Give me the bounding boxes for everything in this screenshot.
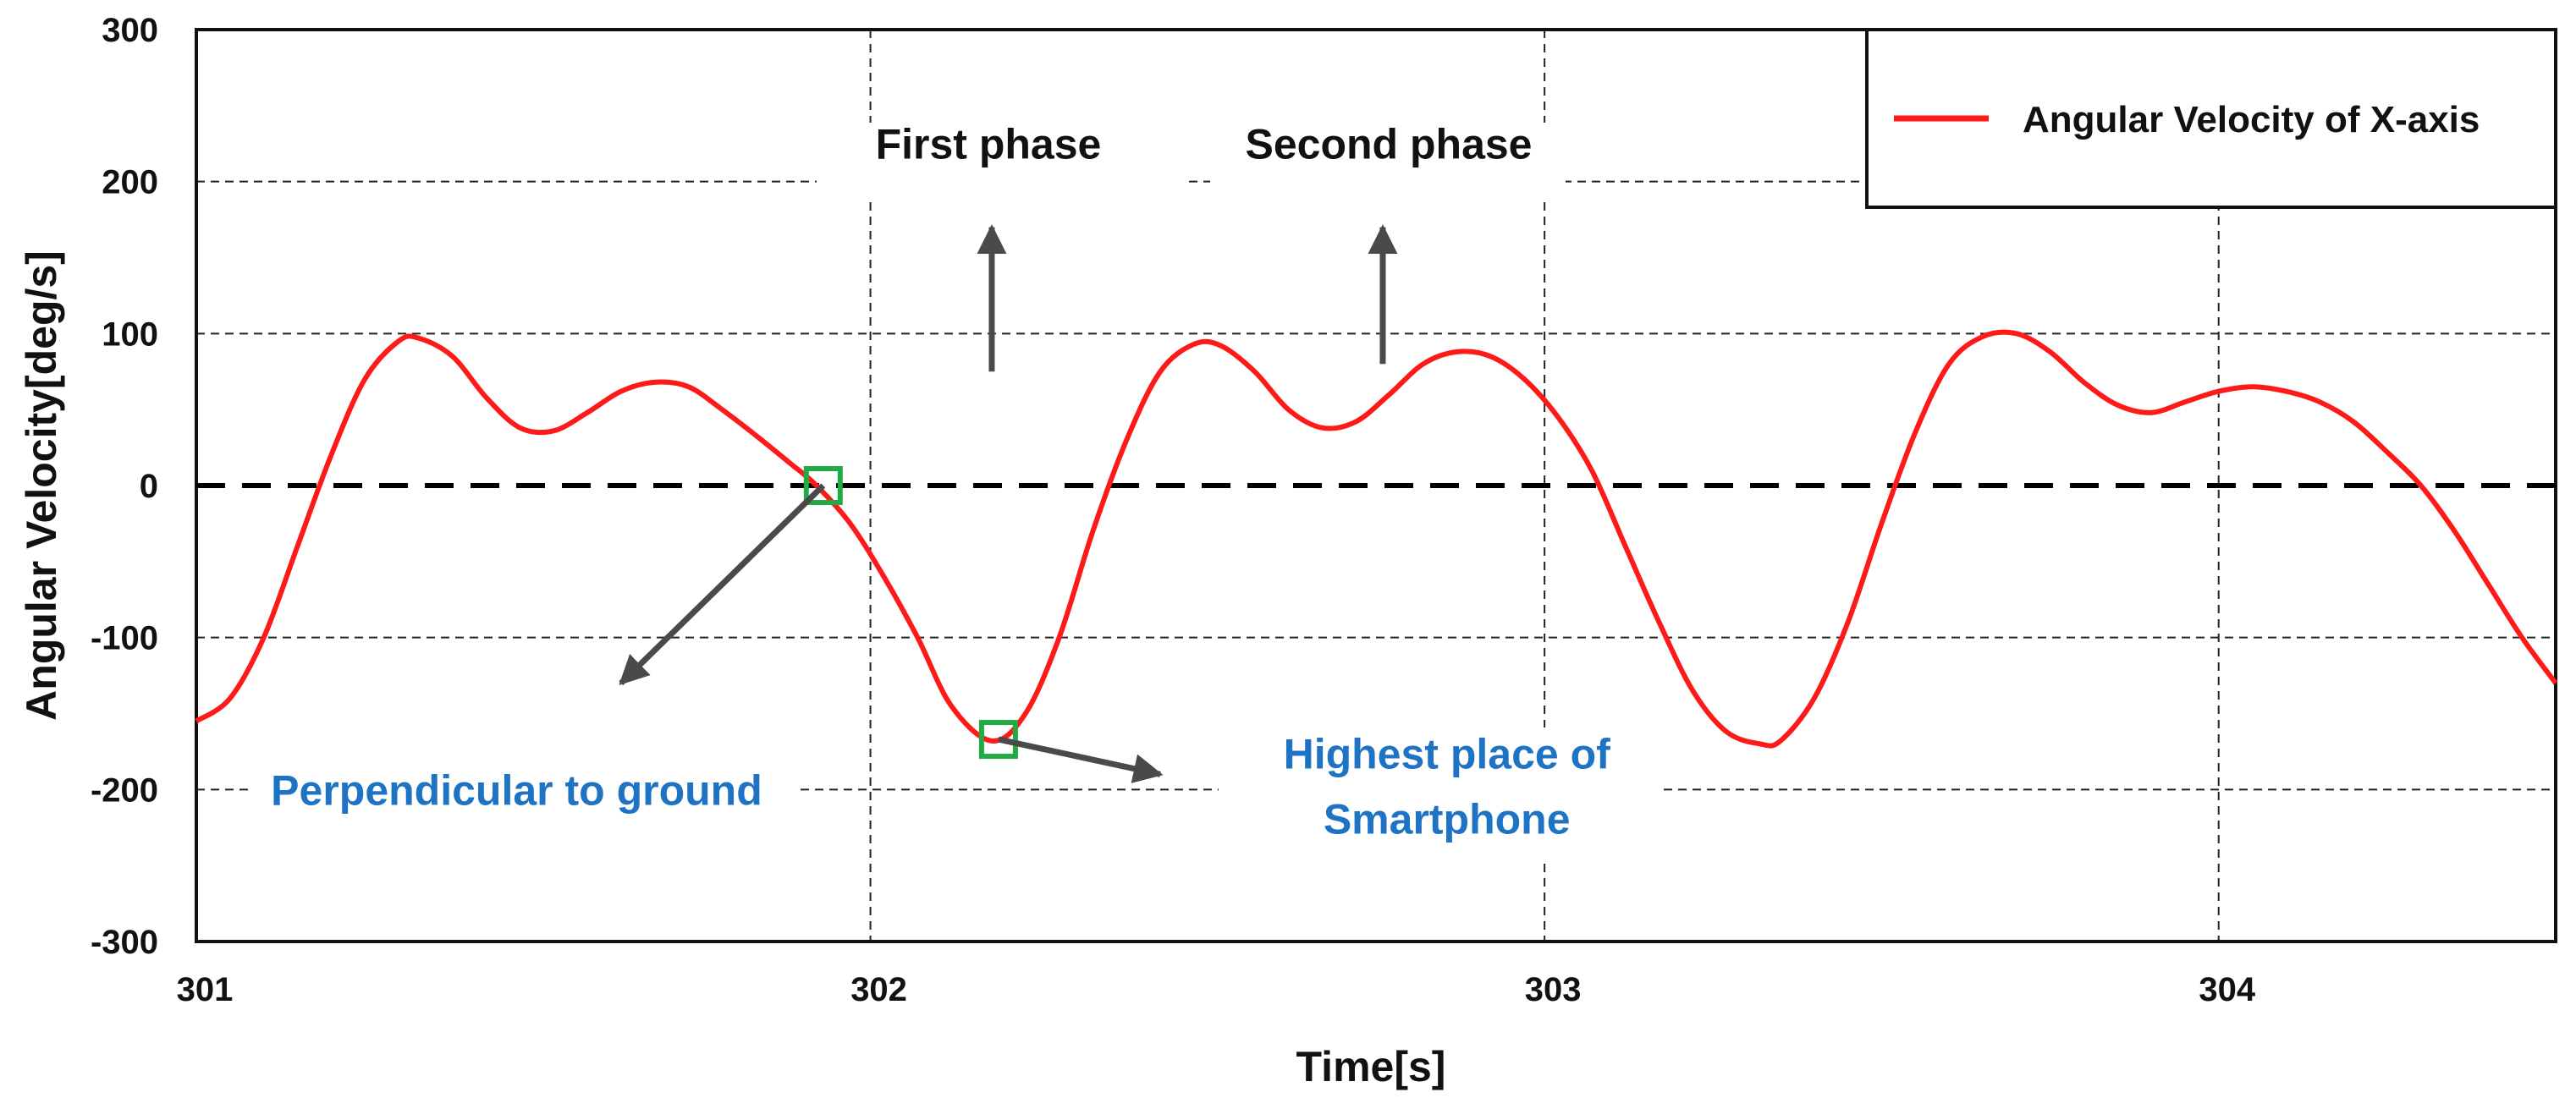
annotation-second-phase: Second phase	[1246, 121, 1533, 168]
y-tick-label: 200	[102, 164, 158, 201]
y-tick-label: 300	[102, 12, 158, 49]
y-tick-label: 0	[140, 468, 158, 505]
annotation-perpendicular: Perpendicular to ground	[271, 766, 762, 814]
y-axis-label: Angular Velocity[deg/s]	[18, 250, 65, 721]
y-tick-label: 100	[102, 316, 158, 353]
x-axis-label: Time[s]	[1296, 1043, 1446, 1090]
axes-layer: 300 200 100 0 -100 -200 -300 301 302 303 304 Time[s…	[18, 12, 2557, 1090]
annotation-layer: First phase Second phase Perpendicular to …	[254, 121, 1659, 863]
arrow-right-icon	[998, 736, 1164, 783]
arrow-diagonal-icon	[619, 483, 826, 686]
annotation-highest-line1: Highest place of	[1284, 730, 1611, 777]
annotation-first-phase: First phase	[876, 121, 1102, 168]
label-background	[817, 123, 1189, 199]
marker-square	[978, 720, 1018, 760]
legend-layer: Angular Velocity of X-axis	[1865, 28, 2557, 209]
x-tick-label: 304	[2199, 971, 2255, 1008]
series-line-angular-velocity-x	[195, 329, 2558, 749]
y-tick-label: -100	[91, 620, 158, 657]
legend-entry: Angular Velocity of X-axis	[2023, 99, 2480, 140]
marker-square	[803, 466, 843, 505]
x-tick-label: 301	[177, 971, 234, 1008]
x-tick-label: 302	[850, 971, 907, 1008]
label-background	[1210, 123, 1566, 199]
y-tick-label: -300	[91, 924, 158, 961]
x-tick-label: 303	[1525, 971, 1582, 1008]
series-layer	[195, 329, 2558, 749]
annotation-highest-line2: Smartphone	[1324, 795, 1571, 843]
y-tick-label: -200	[91, 771, 158, 809]
label-background	[254, 757, 795, 833]
label-background	[1219, 727, 1659, 863]
